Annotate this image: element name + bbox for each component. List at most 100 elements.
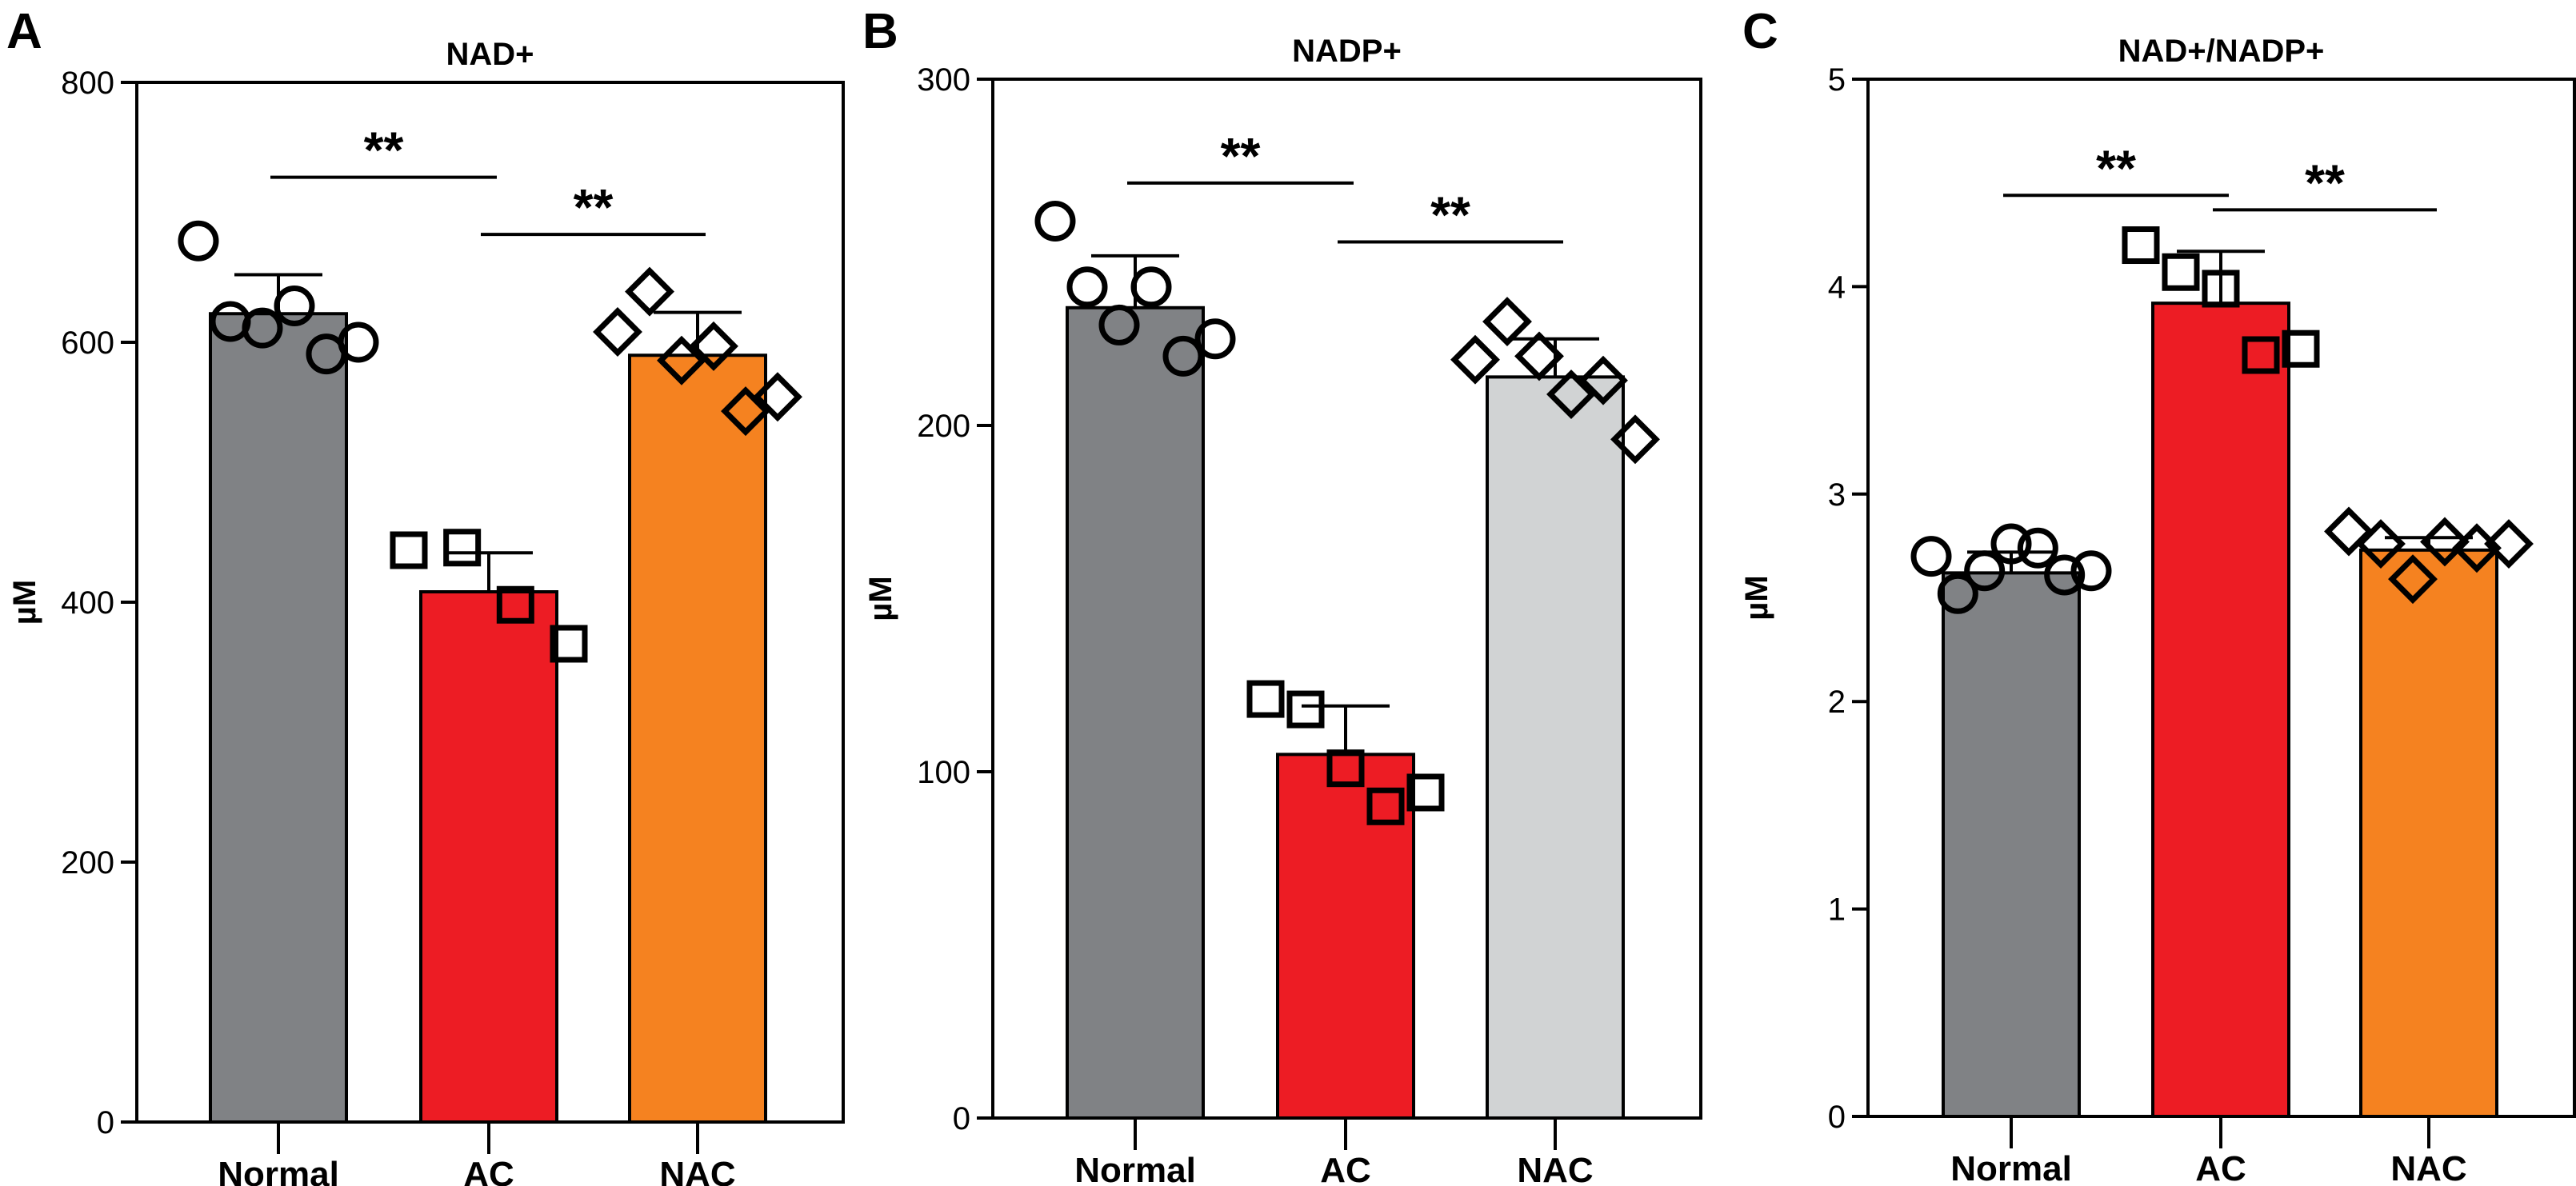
data-point-square bbox=[1326, 749, 1365, 788]
data-point-square bbox=[2202, 270, 2240, 308]
data-point-diamond bbox=[1450, 334, 1500, 385]
data-point-circle bbox=[1964, 550, 2006, 592]
x-tick-label: AC bbox=[463, 1155, 514, 1186]
y-tick-label: 0 bbox=[97, 1105, 114, 1140]
y-axis-label: µM bbox=[1739, 575, 1774, 620]
data-point-diamond bbox=[2324, 506, 2374, 557]
data-point-diamond bbox=[2356, 519, 2406, 569]
panel-letter: C bbox=[1742, 4, 1778, 59]
data-point-square bbox=[443, 529, 482, 567]
significance-label: ** bbox=[2096, 139, 2136, 197]
bar-ac bbox=[419, 590, 558, 1124]
data-point-square bbox=[1366, 787, 1405, 825]
data-point-circle bbox=[1066, 266, 1108, 308]
data-point-circle bbox=[274, 286, 315, 326]
y-tick-label: 2 bbox=[1828, 685, 1846, 720]
data-point-diamond bbox=[689, 321, 738, 371]
data-point-circle bbox=[338, 321, 379, 363]
data-point-circle bbox=[2017, 527, 2058, 569]
x-tick-label: NAC bbox=[1517, 1151, 1593, 1186]
y-tick-label: 0 bbox=[953, 1101, 970, 1136]
panel-b: B NADP+ 0 100 200 300 µM Normal AC NAC ** ** bbox=[862, 4, 1702, 1186]
data-point-square bbox=[550, 625, 588, 663]
chart-title: NADP+ bbox=[1292, 34, 1402, 69]
y-tick-label: 3 bbox=[1828, 477, 1846, 513]
bar-ac bbox=[2151, 301, 2290, 1119]
bar-nac bbox=[628, 353, 767, 1124]
x-tick-label: NAC bbox=[2390, 1149, 2466, 1186]
data-point-square bbox=[2162, 253, 2200, 291]
data-point-diamond bbox=[2388, 554, 2438, 605]
data-point-circle bbox=[1990, 523, 2032, 565]
data-point-circle bbox=[178, 220, 219, 262]
y-axis-label: µM bbox=[7, 580, 42, 625]
panel-a: A NAD+ 0 200 400 600 800 µM Normal AC NAC ** ** bbox=[6, 4, 845, 1186]
x-tick-label: Normal bbox=[1950, 1149, 2072, 1186]
y-tick-label: 300 bbox=[917, 62, 970, 98]
significance-label: ** bbox=[1430, 186, 1470, 244]
y-tick-label: 4 bbox=[1828, 270, 1846, 305]
y-tick-label: 600 bbox=[61, 325, 114, 361]
data-point-square bbox=[496, 585, 534, 624]
data-point-circle bbox=[1937, 573, 1978, 614]
panel-c: C NAD+/NADP+ 0 1 2 3 4 5 µM Normal AC NAC ** ** bbox=[1739, 4, 2576, 1186]
significance-label: ** bbox=[364, 122, 404, 179]
data-point-circle bbox=[1194, 318, 1236, 360]
chart-title: NAD+ bbox=[446, 37, 534, 72]
significance-label: ** bbox=[574, 178, 614, 236]
chart-title: NAD+/NADP+ bbox=[2118, 34, 2325, 69]
y-tick-label: 1 bbox=[1828, 892, 1846, 928]
data-point-diamond bbox=[2420, 517, 2470, 567]
bar-nac bbox=[2359, 548, 2498, 1118]
significance-label: ** bbox=[2305, 154, 2345, 211]
data-point-diamond bbox=[1482, 297, 1532, 347]
data-point-diamond bbox=[625, 266, 674, 317]
data-point-circle bbox=[1098, 304, 1140, 345]
data-point-diamond bbox=[753, 372, 802, 422]
x-tick-label: AC bbox=[2195, 1149, 2246, 1186]
data-point-diamond bbox=[657, 335, 706, 385]
data-point-square bbox=[390, 531, 428, 569]
y-tick-label: 5 bbox=[1828, 62, 1846, 98]
data-point-diamond bbox=[721, 386, 770, 437]
data-point-diamond bbox=[593, 307, 642, 357]
x-tick-label: Normal bbox=[1074, 1151, 1196, 1186]
data-point-diamond bbox=[1514, 331, 1564, 381]
data-point-diamond bbox=[1546, 369, 1596, 419]
y-tick-label: 100 bbox=[917, 755, 970, 790]
data-point-square bbox=[1406, 773, 1445, 812]
bar-normal bbox=[1942, 571, 2081, 1118]
y-tick-label: 800 bbox=[61, 66, 114, 101]
data-point-circle bbox=[1130, 266, 1172, 308]
data-point-square bbox=[2242, 336, 2280, 374]
y-tick-label: 0 bbox=[1828, 1100, 1846, 1135]
bar-normal bbox=[1066, 305, 1205, 1120]
data-point-circle bbox=[1034, 201, 1076, 242]
bar-normal bbox=[209, 312, 348, 1124]
y-tick-label: 400 bbox=[61, 585, 114, 621]
y-tick-label: 200 bbox=[61, 845, 114, 881]
panel-letter: B bbox=[862, 4, 898, 59]
panel-letter: A bbox=[6, 4, 42, 59]
x-tick-label: NAC bbox=[659, 1155, 735, 1186]
y-axis-label: µM bbox=[863, 576, 898, 621]
x-tick-label: Normal bbox=[218, 1155, 339, 1186]
data-point-diamond bbox=[2484, 519, 2534, 569]
data-point-diamond bbox=[1610, 414, 1660, 465]
data-point-circle bbox=[1162, 335, 1204, 377]
significance-label: ** bbox=[1221, 127, 1261, 185]
data-point-circle bbox=[2044, 554, 2086, 596]
data-point-circle bbox=[242, 307, 283, 349]
data-point-circle bbox=[1910, 536, 1952, 577]
data-point-square bbox=[1286, 690, 1325, 729]
y-tick-label: 200 bbox=[917, 409, 970, 444]
data-point-square bbox=[2282, 329, 2320, 368]
data-point-circle bbox=[2070, 550, 2112, 592]
bar-nac bbox=[1486, 375, 1625, 1120]
bar-ac bbox=[1276, 753, 1415, 1120]
data-point-square bbox=[1246, 680, 1285, 718]
data-point-diamond bbox=[1578, 355, 1628, 405]
x-tick-label: AC bbox=[1320, 1151, 1371, 1186]
data-point-square bbox=[2122, 226, 2160, 265]
